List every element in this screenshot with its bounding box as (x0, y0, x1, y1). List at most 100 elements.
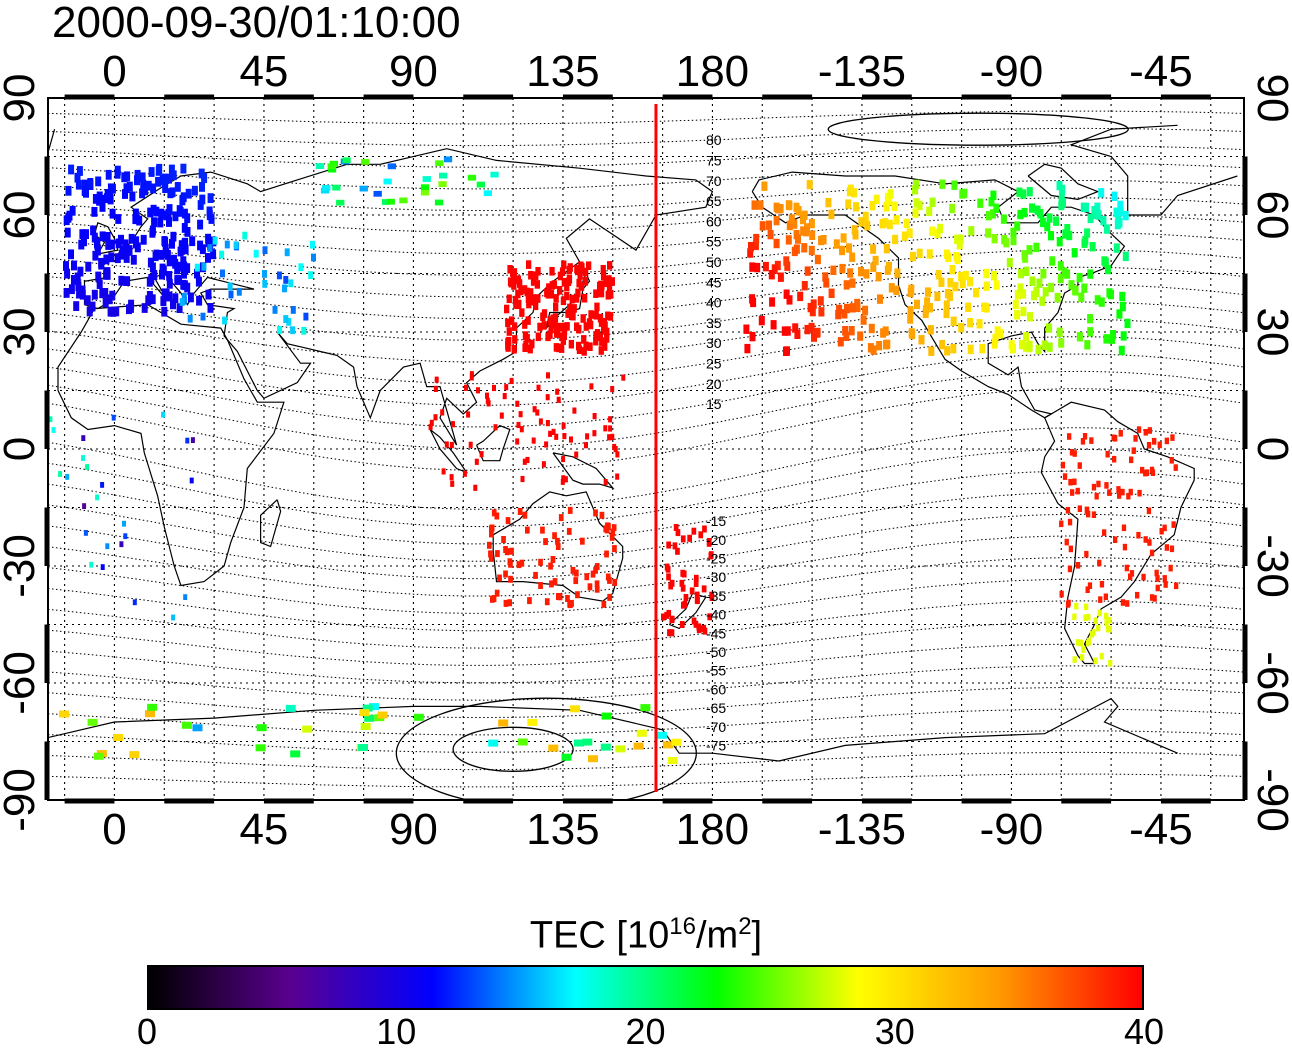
tec-cell (110, 307, 117, 317)
tec-cell (145, 710, 155, 718)
tec-cell (548, 562, 553, 570)
tec-cell (288, 279, 294, 288)
tec-cell (793, 202, 800, 213)
tec-cell (593, 311, 599, 320)
tec-cell (123, 533, 128, 540)
tec-cell (68, 284, 75, 295)
tec-cell (58, 471, 63, 477)
tec-cell (65, 474, 70, 480)
tec-cell (680, 569, 686, 577)
tec-cell (576, 278, 582, 288)
mlat-label: 35 (706, 315, 722, 331)
tec-cell (182, 244, 189, 255)
tec-cell (560, 296, 567, 306)
left-lat-label: -60 (0, 651, 44, 715)
tec-cell (958, 271, 965, 282)
tec-cell (1057, 273, 1064, 284)
tec-cell (1119, 291, 1126, 302)
tec-cell (844, 303, 850, 314)
tec-cell (548, 430, 553, 437)
tec-cell (359, 185, 368, 192)
tec-cell (171, 254, 177, 265)
tec-cell (594, 585, 600, 593)
tec-cell (362, 704, 373, 712)
tec-cell (1113, 207, 1120, 217)
tec-cell (535, 267, 541, 276)
tec-cell (1069, 449, 1075, 456)
tec-cell (308, 271, 314, 279)
tec-cell (825, 197, 832, 208)
top-lon-label: 180 (676, 47, 749, 96)
tec-cell (166, 278, 173, 289)
tec-cell (567, 303, 573, 313)
tec-cell (91, 289, 98, 300)
tec-cell (48, 416, 53, 423)
tec-cell (1120, 331, 1127, 341)
mlat-label: -40 (706, 607, 726, 623)
tec-cell (817, 296, 824, 306)
tec-cell (1129, 456, 1134, 464)
right-lat-label: 90 (1248, 74, 1292, 123)
tec-cell (301, 326, 307, 335)
tec-cell (516, 299, 522, 309)
tec-cell (100, 564, 105, 570)
tec-cell (607, 261, 613, 270)
tec-cell (464, 384, 468, 391)
tec-cell (849, 252, 856, 262)
tec-cell (533, 271, 539, 280)
tec-cell (593, 289, 599, 298)
tec-cell (242, 231, 248, 240)
tec-cell (604, 327, 610, 337)
tec-cell (593, 509, 598, 517)
tec-cell (208, 214, 215, 224)
tec-cell (91, 207, 98, 217)
tec-cell (227, 282, 233, 291)
tec-cell (958, 322, 965, 333)
tec-cell (601, 712, 612, 720)
tec-cell (102, 288, 109, 298)
coastlines (48, 124, 1238, 762)
tec-cell (656, 731, 667, 739)
tec-cell (522, 458, 527, 465)
tec-cell (666, 573, 671, 581)
bottom-lon-label: 180 (676, 805, 749, 854)
tec-cell (566, 275, 573, 284)
tec-cell (530, 296, 536, 306)
tec-cell (823, 278, 830, 288)
coastline (1027, 163, 1100, 201)
tec-cell (100, 482, 105, 488)
tec-cell (582, 738, 593, 746)
tec-cell (298, 263, 304, 272)
tec-cell (842, 326, 849, 336)
tec-cell (133, 236, 140, 247)
tec-cell (604, 550, 609, 558)
tec-cell (1086, 613, 1091, 621)
tec-cell (605, 291, 611, 300)
tec-cell (1068, 478, 1073, 486)
tec-cell (976, 319, 983, 329)
tec-cell (205, 289, 212, 300)
tec-cell (1075, 487, 1080, 495)
tec-cell (200, 312, 206, 321)
tec-cell (171, 614, 176, 621)
tec-cell (140, 234, 147, 245)
tec-cell (523, 340, 529, 350)
tec-cell (199, 244, 206, 255)
tec-cell (122, 239, 129, 250)
tec-cell (205, 253, 211, 263)
tec-cell (820, 235, 827, 245)
tec-cell (170, 170, 177, 181)
tec-cell (1108, 659, 1113, 667)
tec-cell (553, 302, 559, 312)
tec-cell (1064, 538, 1069, 546)
mlat-label: -30 (706, 569, 726, 585)
tec-cell (561, 331, 567, 341)
tec-cell (990, 209, 996, 219)
tec-cell (939, 179, 946, 189)
tec-cell (187, 314, 193, 323)
tec-cell (1125, 600, 1130, 607)
tec-cell (276, 271, 282, 280)
tec-cell (83, 187, 89, 198)
mlat-contour (48, 427, 1244, 510)
tec-cell (1074, 602, 1079, 610)
